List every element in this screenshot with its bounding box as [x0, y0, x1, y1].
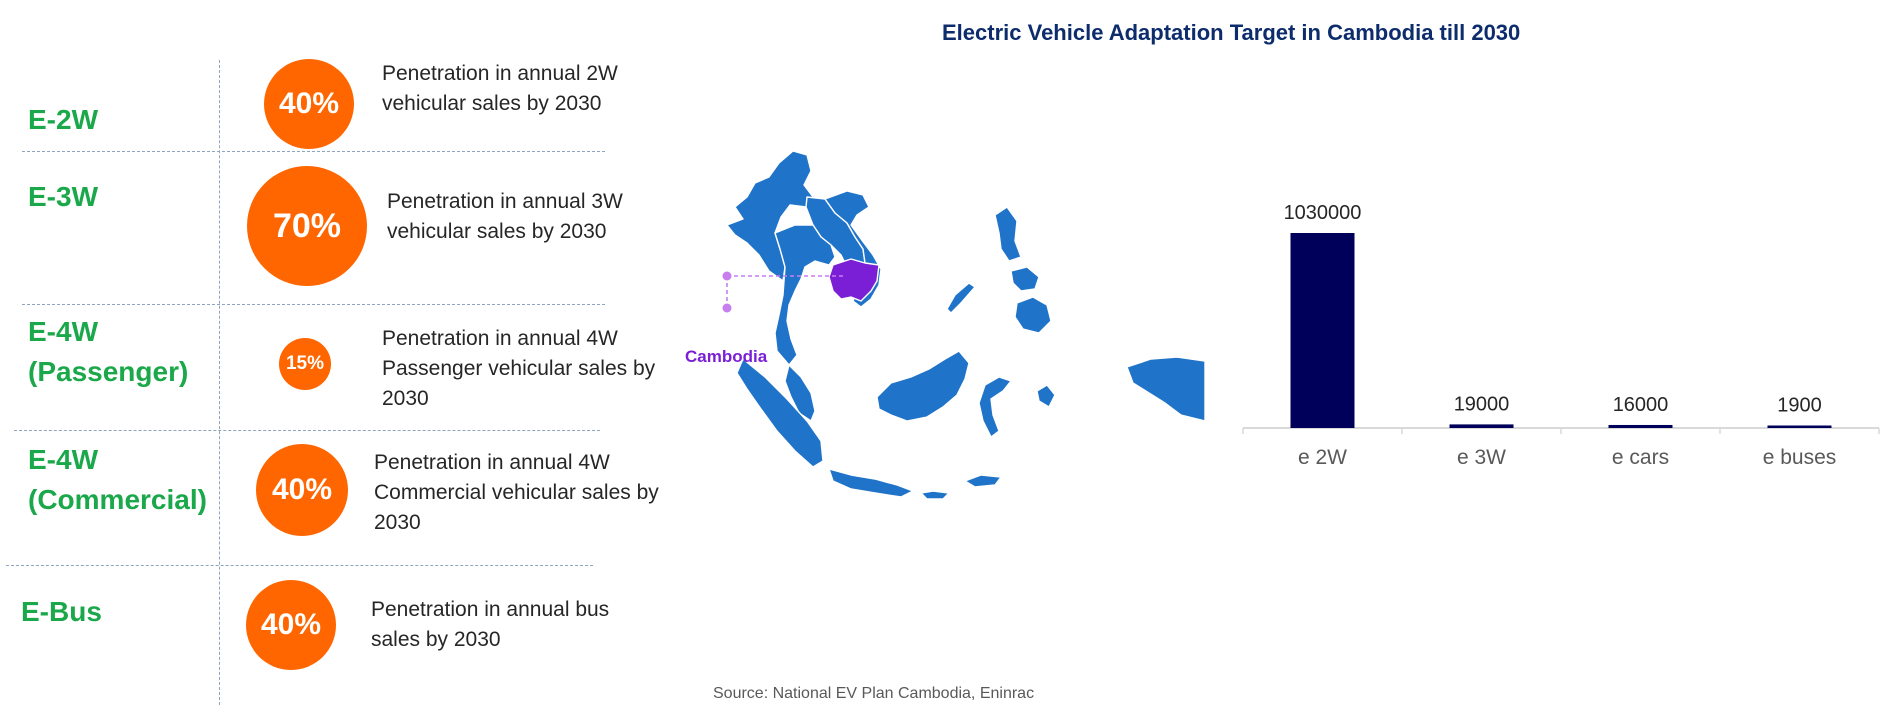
bar-e-buses	[1767, 425, 1832, 428]
maluku-shape	[1036, 384, 1056, 408]
bar-chart: 1030000 e 2W 19000 e 3W 16000 e cars 1900 e bus…	[1242, 202, 1880, 469]
borneo-shape	[876, 350, 970, 422]
data-label: 1900	[1777, 395, 1822, 417]
cambodia-marker-dot	[722, 303, 732, 313]
segment-description-e4w-passenger: Penetration in annual 4W Passenger vehic…	[382, 327, 656, 410]
sulawesi-shape	[978, 376, 1012, 438]
data-label: 16000	[1613, 394, 1669, 416]
penetration-circle-ebus: 40%	[246, 580, 336, 670]
row-divider	[6, 565, 593, 566]
segment-description-e4w-commercial: Penetration in annual 4W Commercial vehi…	[374, 451, 659, 534]
data-label: 1030000	[1284, 202, 1362, 224]
malaysia-peninsula-shape	[784, 364, 816, 422]
lesser-sunda-shape	[920, 490, 950, 500]
x-tick-label: e buses	[1763, 446, 1837, 469]
row-divider	[22, 151, 605, 152]
thailand-shape	[774, 224, 836, 366]
row-divider	[22, 304, 605, 305]
x-tick-label: e 3W	[1457, 446, 1506, 469]
segment-label-ebus: E-Bus	[21, 596, 102, 627]
source-note: Source: National EV Plan Cambodia, Eninr…	[713, 685, 1035, 702]
segment-label-e2w: E-2W	[28, 104, 98, 135]
cambodia-shape	[828, 258, 880, 302]
philippines-visayas-shape	[1010, 266, 1040, 292]
bar-e-cars	[1608, 424, 1673, 428]
segment-label-e4w-commercial: E-4W (Commercial)	[28, 444, 207, 515]
segment-description-e2w: Penetration in annual 2W vehicular sales…	[382, 62, 618, 115]
new-guinea-shape	[1126, 356, 1205, 422]
segment-label-e3w: E-3W	[28, 181, 98, 212]
timor-shape	[964, 474, 1002, 488]
sumatra-shape	[736, 358, 824, 468]
segment-description-e3w: Penetration in annual 3W vehicular sales…	[387, 190, 623, 243]
page-title: Electric Vehicle Adaptation Target in Ca…	[942, 20, 1521, 45]
philippines-luzon-shape	[994, 206, 1022, 262]
bar-e-2W	[1290, 233, 1355, 428]
penetration-circle-e4w-commercial: 40%	[256, 444, 348, 536]
bar-e-3W	[1449, 424, 1514, 428]
segment-description-ebus: Penetration in annual bus sales by 2030	[371, 598, 610, 651]
java-shape	[828, 468, 914, 498]
vertical-divider	[219, 60, 220, 705]
x-tick-label: e cars	[1612, 446, 1669, 469]
palawan-shape	[946, 282, 976, 314]
x-tick-label: e 2W	[1298, 446, 1347, 469]
cambodia-marker-dot	[722, 271, 732, 281]
row-divider	[14, 430, 600, 431]
cambodia-label: Cambodia	[685, 347, 768, 366]
segment-label-e4w-passenger: E-4W (Passenger)	[28, 316, 189, 387]
data-label: 19000	[1454, 393, 1510, 415]
penetration-circle-e3w: 70%	[247, 166, 367, 286]
penetration-circle-e4w-passenger: 15%	[279, 338, 331, 390]
philippines-mindanao-shape	[1014, 296, 1052, 334]
penetration-circle-e2w: 40%	[264, 59, 354, 149]
southeast-asia-map: Cambodia	[685, 150, 1205, 500]
